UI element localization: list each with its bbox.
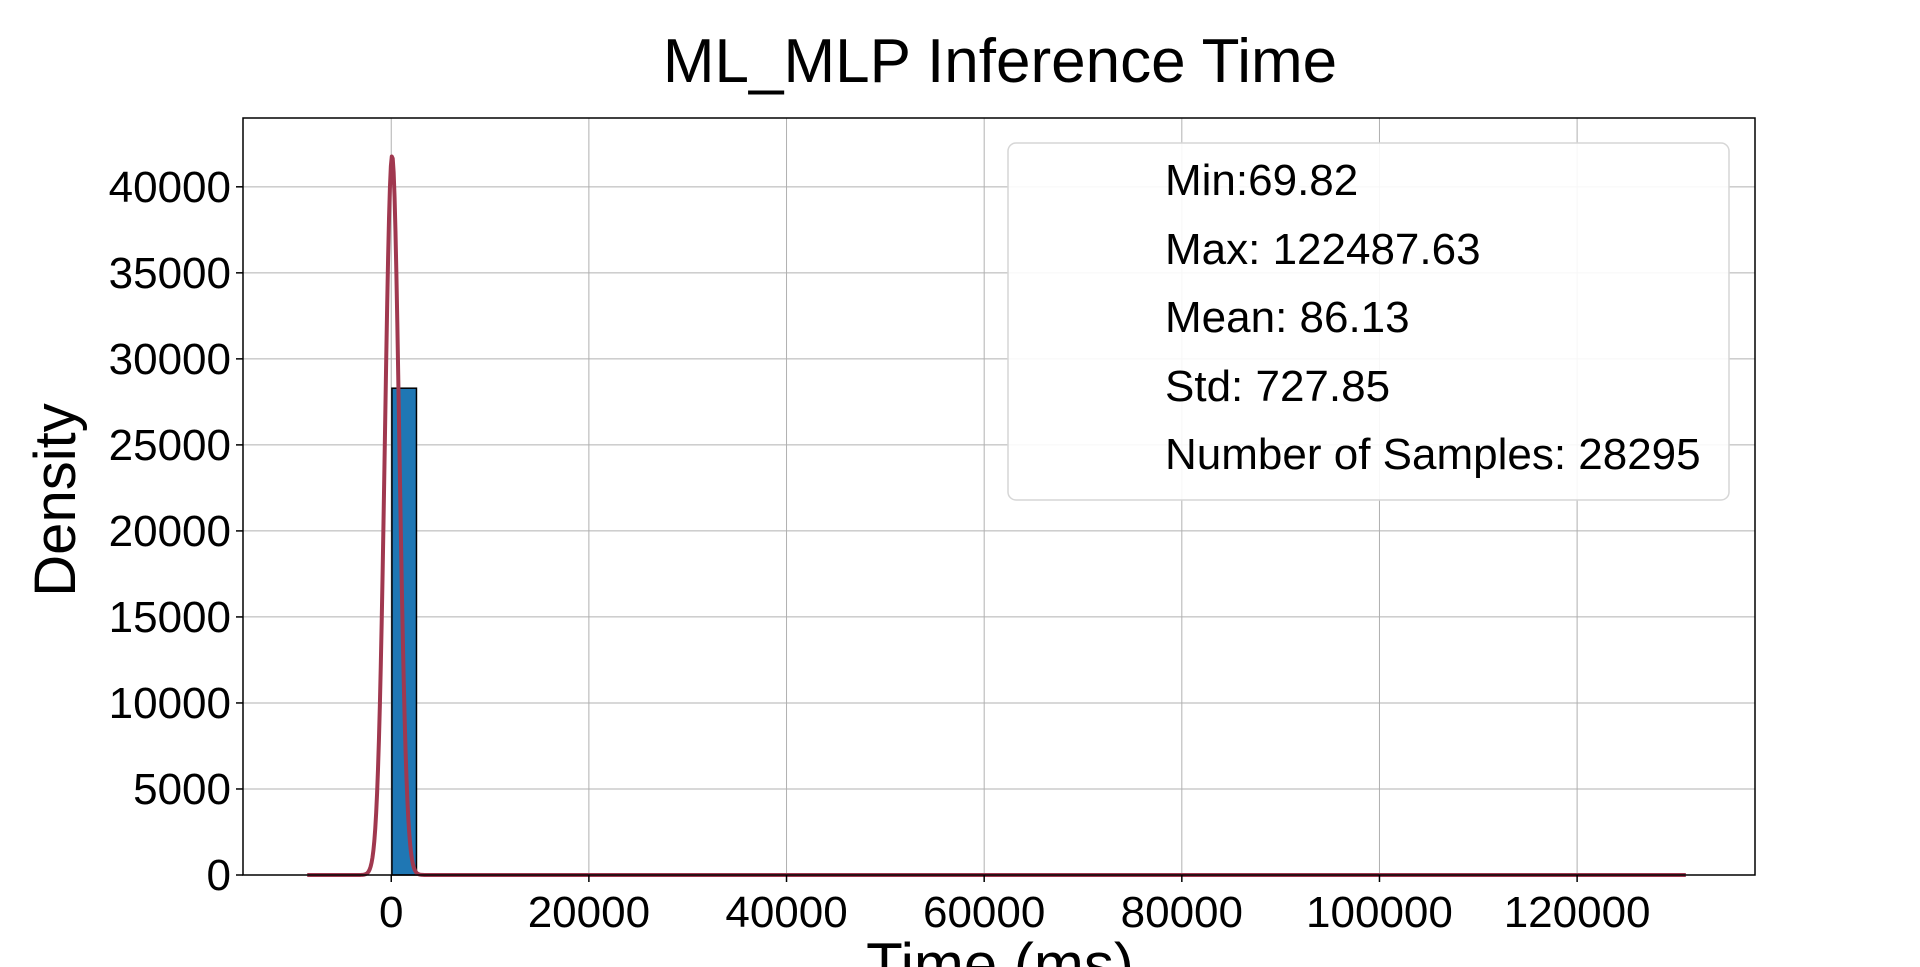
legend-line-std: Std: 727.85	[1165, 362, 1390, 411]
legend-line-samples: Number of Samples: 28295	[1165, 430, 1701, 479]
y-tick-label: 5000	[133, 765, 231, 814]
y-tick-label: 15000	[109, 593, 231, 642]
x-tick-label: 20000	[528, 888, 650, 937]
x-tick-label: 40000	[725, 888, 847, 937]
y-tick-label: 40000	[109, 163, 231, 212]
y-axis-label: Density	[23, 403, 88, 596]
y-tick-label: 25000	[109, 421, 231, 470]
x-tick-label: 80000	[1121, 888, 1243, 937]
y-tick-label: 35000	[109, 249, 231, 298]
x-tick-label: 100000	[1306, 888, 1453, 937]
y-tick-label: 10000	[109, 679, 231, 728]
y-tick-label: 0	[207, 851, 231, 900]
plot-frame	[242, 117, 1756, 876]
x-tick-label: 60000	[923, 888, 1045, 937]
legend-box	[1007, 142, 1730, 501]
legend-line-min: Min:69.82	[1165, 156, 1358, 205]
legend-line-mean: Mean: 86.13	[1165, 293, 1410, 342]
chart-title: ML_MLP Inference Time	[663, 27, 1337, 96]
x-tick-label: 120000	[1504, 888, 1651, 937]
y-tick-label: 30000	[109, 335, 231, 384]
x-ticks: 0 20000 40000 60000 80000 100000 120000	[379, 875, 1651, 937]
y-ticks: 0 5000 10000 15000 20000 25000 30000 35000 40000	[109, 163, 243, 900]
x-axis-label: Time (ms)	[866, 931, 1134, 967]
legend-line-max: Max: 122487.63	[1165, 225, 1481, 274]
y-tick-label: 20000	[109, 507, 231, 556]
legend: Min:69.82 Max: 122487.63 Mean: 86.13 Std…	[1007, 142, 1730, 501]
x-tick-label: 0	[379, 888, 403, 937]
